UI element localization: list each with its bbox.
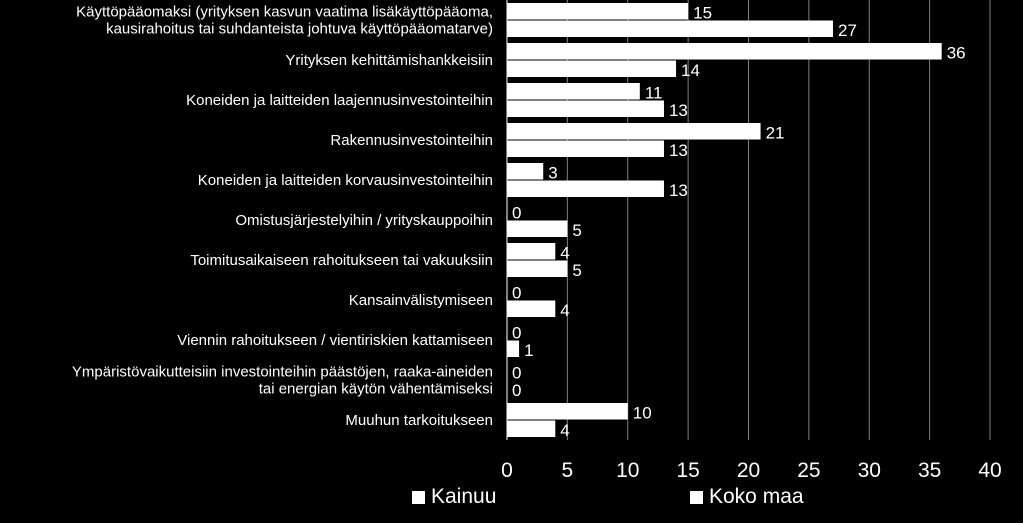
x-tick-label: 10 — [616, 459, 639, 482]
legend-item-kainuu: Kainuu — [412, 484, 496, 510]
data-label: 11 — [645, 84, 663, 103]
category-label: Muuhun tarkoitukseen — [345, 412, 493, 429]
bar-koko-maa — [507, 60, 677, 77]
data-label: 0 — [512, 364, 521, 383]
data-label: 5 — [572, 261, 581, 280]
data-label: 0 — [512, 324, 521, 343]
legend-swatch-koko-maa — [690, 490, 703, 504]
x-tick-label: 25 — [797, 459, 820, 482]
data-label: 13 — [669, 141, 688, 160]
data-label: 36 — [947, 44, 966, 63]
category-labels: Käyttöpääomaksi (yrityksen kasvun vaatim… — [72, 4, 493, 430]
data-label: 15 — [693, 4, 712, 23]
x-tick-label: 30 — [858, 459, 881, 482]
x-tick-label: 0 — [501, 459, 513, 482]
category-label: Yrityksen kehittämishankkeisiin — [285, 52, 493, 69]
bar-koko-maa — [507, 140, 664, 157]
bar-koko-maa — [507, 180, 664, 197]
data-label: 14 — [681, 61, 700, 80]
x-tick-label: 5 — [562, 459, 574, 482]
category-label: Ympäristövaikutteisiin investointeihin p… — [72, 364, 493, 398]
legend-label-kainuu: Kainuu — [431, 485, 497, 508]
bar-koko-maa — [507, 260, 568, 277]
category-label: Viennin rahoitukseen / vientiriskien kat… — [177, 332, 493, 349]
bar-kainuu — [507, 403, 628, 420]
bar-koko-maa — [507, 340, 520, 357]
data-label: 3 — [548, 164, 557, 183]
data-label: 0 — [512, 204, 521, 223]
x-tick-label: 20 — [737, 459, 760, 482]
category-label: Toimitusaikaiseen rahoitukseen tai vakuu… — [190, 252, 493, 269]
data-label: 0 — [512, 381, 521, 400]
bar-kainuu — [507, 83, 640, 100]
category-label: Koneiden ja laitteiden laajennusinvestoi… — [186, 92, 493, 109]
data-label: 4 — [560, 244, 569, 263]
bar-koko-maa — [507, 20, 834, 37]
category-label: Koneiden ja laitteiden korvausinvestoint… — [198, 172, 493, 189]
data-label: 13 — [669, 101, 688, 120]
bar-koko-maa — [507, 100, 664, 117]
data-label: 4 — [560, 301, 569, 320]
category-label: Rakennusinvestointeihin — [330, 132, 493, 149]
data-label: 13 — [669, 181, 688, 200]
bar-koko-maa — [507, 220, 568, 237]
category-label: Omistusjärjestelyihin / yrityskauppoihin — [235, 212, 493, 229]
data-label: 1 — [524, 341, 533, 360]
data-label: 10 — [633, 404, 652, 423]
x-axis-tick-labels: 0 5 10 15 20 25 30 35 40 — [501, 459, 1002, 482]
bar-kainuu — [507, 123, 761, 140]
category-label: Käyttöpääomaksi (yrityksen kasvun vaatim… — [76, 4, 493, 38]
data-label: 5 — [572, 221, 581, 240]
data-label: 27 — [838, 21, 857, 40]
legend-label-koko-maa: Koko maa — [709, 485, 804, 508]
x-tick-label: 40 — [978, 459, 1001, 482]
category-label: Kansainvälistymiseen — [349, 292, 493, 309]
bars — [507, 3, 942, 437]
x-tick-label: 35 — [918, 459, 941, 482]
bar-koko-maa — [507, 300, 556, 317]
bar-kainuu — [507, 43, 942, 60]
bar-kainuu — [507, 163, 544, 180]
bar-kainuu — [507, 3, 689, 20]
legend-item-koko-maa: Koko maa — [690, 484, 804, 510]
data-label: 4 — [560, 421, 569, 440]
bar-koko-maa — [507, 420, 556, 437]
data-label: 0 — [512, 284, 521, 303]
legend-swatch-kainuu — [412, 490, 425, 504]
x-tick-label: 15 — [676, 459, 699, 482]
data-label: 21 — [766, 124, 785, 143]
bar-kainuu — [507, 243, 556, 260]
